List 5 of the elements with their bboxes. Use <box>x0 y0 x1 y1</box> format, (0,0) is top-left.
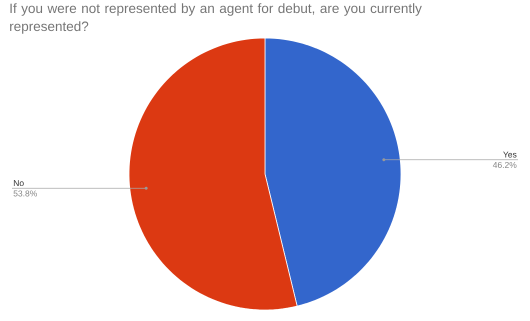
chart-title: If you were not represented by an agent for debut, are you currently represented? <box>10 3 422 34</box>
data-label: 53.8% <box>14 190 37 196</box>
slice-label: No <box>14 180 24 186</box>
data-label: 46.2% <box>492 162 516 168</box>
slice-label: Yes <box>503 152 516 158</box>
